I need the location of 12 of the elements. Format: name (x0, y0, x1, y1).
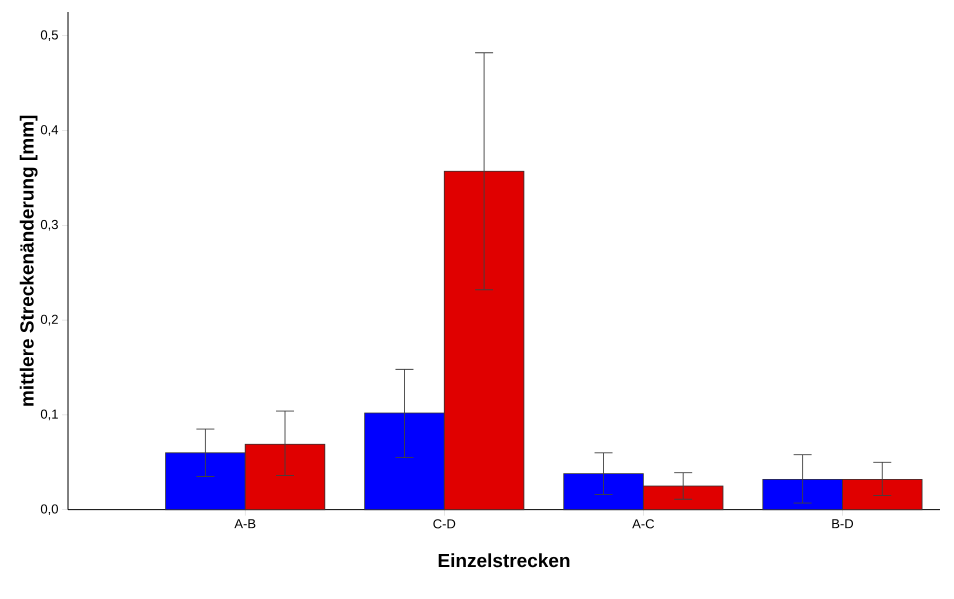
y-axis-title: mittlere Streckenänderung [mm] (20, 116, 38, 406)
x-tick-label: B-D (832, 519, 854, 528)
y-tick-label: 0,2 (40, 314, 58, 326)
y-tick-label: 0,5 (40, 30, 58, 42)
y-tick-label: 0,4 (40, 125, 58, 136)
x-tick-label: C-D (433, 519, 456, 528)
x-tick-label: A-C (632, 519, 654, 528)
y-tick-label: 0,0 (40, 504, 58, 516)
x-tick-label: A-B (234, 519, 256, 528)
y-tick-label: 0,1 (40, 410, 58, 420)
x-axis-title: Einzelstrecken (438, 553, 570, 568)
y-tick-label: 0,3 (40, 220, 58, 231)
